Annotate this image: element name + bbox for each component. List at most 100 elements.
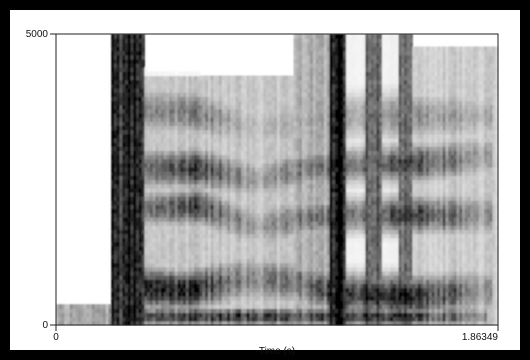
spectrogram-cell (232, 154, 237, 160)
spectrogram-cell (116, 308, 121, 314)
spectrogram-cell (180, 229, 184, 235)
spectrogram-cell (265, 308, 270, 314)
spectrogram-cell (254, 287, 259, 293)
spectrogram-cell (288, 96, 292, 102)
spectrogram-cell (183, 250, 187, 255)
spectrogram-cell (199, 262, 204, 268)
spectrogram-cell (224, 225, 228, 230)
spectrogram-cell (315, 96, 320, 102)
spectrogram-cell (310, 63, 314, 68)
spectrogram-cell (133, 117, 137, 122)
spectrogram-cell (119, 175, 123, 181)
spectrogram-cell (185, 200, 190, 206)
spectrogram-cell (213, 308, 217, 314)
spectrogram-cell (185, 320, 190, 326)
spectrogram-cell (310, 150, 314, 156)
spectrogram-cell (205, 221, 209, 226)
spectrogram-cell (254, 279, 259, 285)
spectrogram-cell (312, 250, 317, 255)
spectrogram-cell (243, 179, 248, 185)
spectrogram-cell (252, 208, 256, 214)
spectrogram-cell (116, 108, 121, 114)
spectrogram-cell (213, 208, 217, 214)
spectrogram-cell (263, 212, 267, 218)
spectrogram-cell (235, 320, 239, 326)
spectrogram-cell (125, 75, 129, 81)
spectrogram-cell (158, 204, 162, 210)
spectrogram-cell (172, 129, 176, 135)
spectrogram-cell (205, 112, 209, 118)
spectrogram-cell (199, 295, 204, 301)
spectrogram-cell (213, 316, 217, 322)
spectrogram-cell (296, 204, 300, 210)
spectrogram-cell (249, 79, 253, 85)
spectrogram-cell (196, 200, 201, 206)
spectrogram-cell (271, 179, 275, 185)
spectrogram-cell (158, 212, 162, 218)
spectrogram-cell (111, 283, 115, 289)
spectrogram-cell (180, 208, 184, 214)
spectrogram-cell (147, 283, 151, 289)
spectrogram-cell (174, 88, 179, 93)
spectrogram-cell (318, 108, 322, 114)
spectrogram-cell (149, 137, 154, 143)
spectrogram-cell (318, 50, 322, 56)
spectrogram-cell (163, 158, 168, 164)
spectrogram-cell (199, 200, 204, 206)
spectrogram-cell (282, 150, 286, 156)
spectrogram-cell (122, 262, 126, 268)
spectrogram-cell (321, 125, 325, 131)
spectrogram-cell (147, 162, 151, 168)
spectrogram-cell (304, 221, 308, 226)
spectrogram-cell (257, 108, 262, 114)
spectrogram-cell (114, 304, 118, 309)
spectrogram-cell (188, 88, 192, 93)
spectrogram-cell (301, 38, 306, 43)
spectrogram-cell (235, 304, 239, 309)
spectrogram-cell (296, 129, 300, 135)
spectrogram-cell (127, 291, 132, 297)
spectrogram-cell (163, 79, 168, 85)
spectrogram-cell (304, 266, 308, 272)
spectrogram-cell (304, 212, 308, 218)
spectrogram-cell (224, 92, 228, 97)
spectrogram-cell (199, 191, 204, 197)
spectrogram-cell (147, 254, 151, 260)
spectrogram-cell (312, 154, 317, 160)
spectrogram-cell (277, 229, 281, 235)
spectrogram-cell (271, 154, 275, 160)
spectrogram-cell (232, 100, 237, 106)
spectrogram-cell (116, 216, 121, 222)
spectrogram-cell (119, 316, 123, 322)
spectrogram-cell (274, 104, 278, 110)
spectrogram-cell (241, 270, 245, 276)
spectrogram-cell (144, 229, 148, 235)
spectrogram-cell (263, 287, 267, 293)
spectrogram-cell (141, 96, 145, 102)
spectrogram-cell (263, 83, 267, 89)
spectrogram-cell (144, 154, 148, 160)
spectrogram-cell (202, 241, 206, 247)
spectrogram-cell (285, 246, 289, 251)
spectrogram-cell (293, 225, 297, 230)
spectrogram-cell (160, 237, 165, 243)
spectrogram-cell (227, 312, 231, 318)
spectrogram-cell (138, 104, 143, 110)
spectrogram-cell (216, 300, 220, 305)
spectrogram-cell (243, 191, 248, 197)
spectrogram-cell (172, 208, 176, 214)
spectrogram-cell (227, 191, 231, 197)
spectrogram-cell (180, 262, 184, 268)
spectrogram-cell (293, 142, 297, 147)
spectrogram-cell (227, 154, 231, 160)
spectrogram-cell (265, 254, 270, 260)
spectrogram-cell (205, 237, 209, 243)
spectrogram-cell (122, 196, 126, 201)
spectrogram-cell (282, 237, 286, 243)
spectrogram-cell (254, 266, 259, 272)
spectrogram-cell (130, 154, 134, 160)
spectrogram-cell (172, 304, 176, 309)
spectrogram-cell (199, 300, 204, 305)
spectrogram-cell (321, 316, 325, 322)
spectrogram-cell (227, 225, 231, 230)
